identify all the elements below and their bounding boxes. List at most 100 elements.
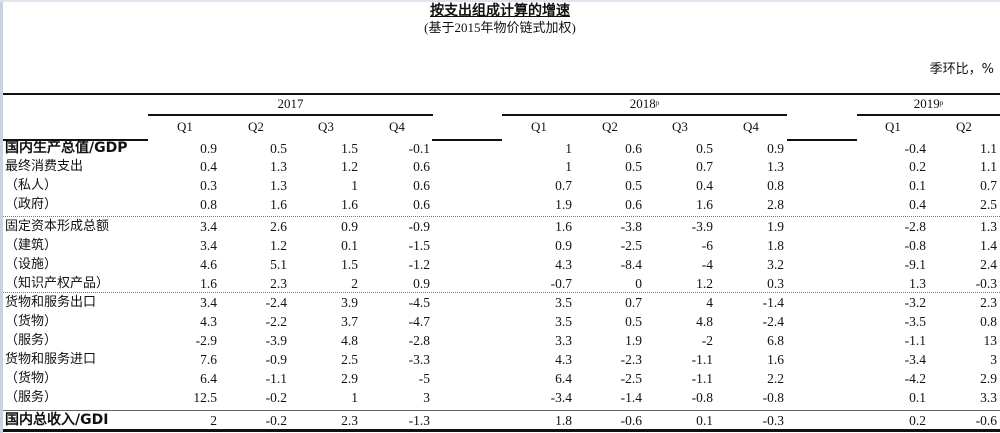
window-left-edge [0,0,3,433]
cell-value: 1.6 [270,197,287,212]
cell-value: 3 [423,390,430,405]
cell-value: -1.5 [408,238,430,253]
cell-value: 1.9 [625,333,642,348]
cell-value: 2.8 [767,197,784,212]
cell-value: -2.2 [265,314,287,329]
cell-value: 0.8 [980,314,997,329]
cell-value: 4.3 [555,257,572,272]
cell-value: 0.6 [413,159,430,174]
cell-value: 0.7 [555,178,572,193]
cell-value: 1.5 [341,141,358,156]
cell-value: 1.6 [555,219,572,234]
cell-value: -0.1 [408,141,430,156]
row-label: （政府） [5,197,58,212]
cell-value: 1.9 [555,197,572,212]
row-label: （货物） [5,371,58,386]
col-2018-q4: Q4 [743,119,759,134]
cell-value: -2.8 [408,333,430,348]
cell-value: 1.3 [270,159,287,174]
cell-value: 4.8 [341,333,358,348]
cell-value: -0.8 [762,390,784,405]
cell-value: 0.9 [200,141,217,156]
cell-value: -1.1 [691,352,713,367]
table-bottom-rule [3,429,1000,432]
cell-value: 0.3 [767,276,784,291]
gap-rule-2 [787,139,857,141]
cell-value: 0.4 [696,178,713,193]
section-divider-1 [3,216,1000,217]
cell-value: 0.2 [909,413,926,428]
cell-value: 2.3 [341,413,358,428]
cell-value: -8.4 [620,257,642,272]
cell-value: -2.3 [620,352,642,367]
cell-value: 1.3 [270,178,287,193]
cell-value: 1.2 [270,238,287,253]
cell-value: -3.8 [620,219,642,234]
cell-value: 0.8 [767,178,784,193]
row-label: 最终消费支出 [5,159,84,174]
cell-value: 4.8 [696,314,713,329]
cell-value: -5 [418,371,430,386]
cell-value: 0.4 [909,197,926,212]
section-divider-2 [3,292,1000,293]
cell-value: -1.1 [265,371,287,386]
col-2017-q4: Q4 [389,119,405,134]
row-label: （服务） [5,390,58,405]
cell-value: -4.2 [904,371,926,386]
cell-value: 0.6 [625,197,642,212]
row-label: 国内生产总值/GDP [5,140,128,156]
cell-value: 1.1 [980,159,997,174]
cell-value: -4.5 [408,295,430,310]
cell-value: -0.7 [550,276,572,291]
cell-value: 4.3 [200,314,217,329]
cell-value: 1.1 [980,141,997,156]
cell-value: -2.5 [620,238,642,253]
cell-value: 0.5 [270,141,287,156]
cell-value: 2.3 [270,276,287,291]
year-header-2017: 2017 [148,96,433,112]
cell-value: 1.2 [341,159,358,174]
year-header-2019: 2019p [857,96,1000,112]
page-title: 按支出组成计算的增速 [430,3,570,19]
col-2018-q3: Q3 [672,119,688,134]
cell-value: 0.5 [625,159,642,174]
cell-value: -2.4 [265,295,287,310]
cell-value: -0.2 [265,390,287,405]
cell-value: -0.6 [975,413,997,428]
cell-value: 0.2 [909,159,926,174]
col-2017-q1: Q1 [177,119,193,134]
cell-value: 1 [351,390,358,405]
cell-value: -1.3 [408,413,430,428]
row-label: （知识产权产品） [5,276,110,291]
table-row: 货物和服务进口 7.6 -0.9 2.5 -3.3 4.3 -2.3 -1.1 1.6 -3.4 3 [0,350,1000,369]
unit-label: 季环比，% [929,62,994,77]
cell-value: 2.4 [980,257,997,272]
cell-value: -2.4 [762,314,784,329]
cell-value: 0.9 [341,219,358,234]
cell-value: -2.8 [904,219,926,234]
cell-value: 1.6 [767,352,784,367]
cell-value: 0.1 [909,178,926,193]
cell-value: 0.5 [625,178,642,193]
cell-value: 0.6 [625,141,642,156]
cell-value: -2.5 [620,371,642,386]
cell-value: -3.3 [408,352,430,367]
cell-value: 1.6 [200,276,217,291]
year-suffix: p [655,99,660,107]
cell-value: 5.1 [270,257,287,272]
year-2018-underline [502,114,787,116]
cell-value: 3.5 [555,314,572,329]
cell-value: -3.9 [691,219,713,234]
cell-value: 2 [351,276,358,291]
cell-value: 1.2 [696,276,713,291]
cell-value: 2.3 [980,295,997,310]
col-2019-q1: Q1 [885,119,901,134]
cell-value: 1.8 [767,238,784,253]
cell-value: 0.9 [555,238,572,253]
table-row: （私人） 0.3 1.3 1 0.6 0.7 0.5 0.4 0.8 0.1 0.7 [0,176,1000,195]
row-label: （服务） [5,333,58,348]
row-label: （建筑） [5,238,58,253]
row-label: 国内总收入/GDI [5,412,109,428]
window-top-edge [0,0,1000,2]
page-subtitle: (基于2015年物价链式加权) [424,20,576,35]
